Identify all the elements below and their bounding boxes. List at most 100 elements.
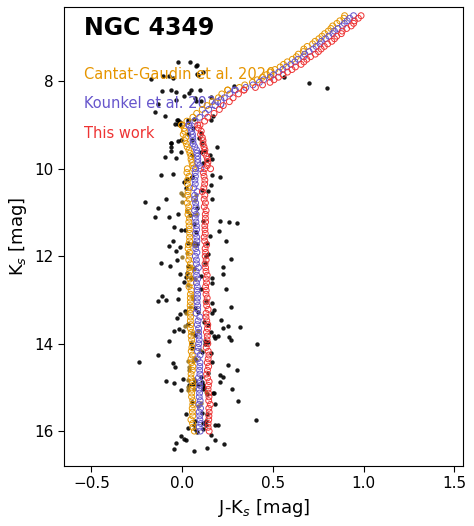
Point [193,204,201,212]
Point [169,237,177,245]
Point [303,42,311,50]
Point [252,83,259,92]
Point [184,383,192,391]
Point [316,39,324,48]
Point [208,274,216,282]
Point [193,320,201,329]
Point [209,279,216,288]
Point [344,17,351,25]
Point [203,301,210,310]
Point [173,116,181,124]
Point [255,78,263,87]
Point [181,124,188,133]
Point [205,427,213,436]
Point [196,412,203,420]
Point [194,70,202,79]
Point [275,68,283,76]
Point [192,218,200,226]
Point [219,323,227,332]
Point [184,206,192,215]
Point [192,221,200,230]
Point [179,191,186,199]
Point [202,421,210,429]
Point [192,267,200,276]
Point [202,275,210,283]
Point [185,282,193,291]
Point [197,404,204,412]
Point [192,203,200,211]
Point [162,153,169,161]
Point [196,121,204,129]
Point [300,53,308,61]
Point [184,357,192,365]
Point [190,238,198,247]
Point [199,378,206,386]
Point [202,298,210,306]
Point [292,53,300,61]
Point [190,264,198,272]
Point [185,380,192,389]
Point [202,267,210,276]
Point [183,180,191,188]
Point [210,109,218,117]
Point [242,83,250,92]
Point [186,275,193,283]
Point [200,184,208,192]
Point [189,239,196,248]
Point [198,409,206,417]
Point [163,377,170,385]
Point [189,329,196,337]
Point [205,105,212,114]
Point [259,80,266,89]
Point [191,355,199,363]
Point [197,97,204,106]
Point [288,65,296,74]
Text: Cantat-Gaudin et al. 2020: Cantat-Gaudin et al. 2020 [84,67,276,82]
Point [202,290,210,298]
Point [189,404,196,412]
Point [324,84,331,92]
Point [162,195,170,204]
Point [185,146,192,154]
Point [318,45,325,53]
Point [157,258,165,267]
Point [187,370,195,378]
Point [188,344,196,352]
Point [208,349,215,358]
Point [266,78,274,87]
Point [208,430,215,439]
Point [253,416,260,424]
Point [176,270,183,279]
Point [189,362,197,371]
Point [176,243,183,251]
Point [180,92,188,100]
Point [204,324,211,332]
Point [199,187,206,196]
Point [196,389,203,397]
Point [325,27,332,35]
Point [194,158,201,167]
Point [189,136,197,145]
Point [193,109,201,117]
Point [176,118,184,127]
Point [154,297,162,305]
Point [291,58,299,66]
Point [234,397,242,405]
Point [219,269,227,278]
Point [196,370,204,378]
Point [187,416,195,424]
Point [195,408,203,416]
Point [233,366,240,375]
Point [305,47,313,56]
Point [325,32,333,41]
Point [188,273,195,281]
Point [207,400,214,409]
Point [187,347,195,356]
Point [200,318,208,327]
Point [189,398,196,407]
Point [193,237,201,245]
Point [151,108,158,116]
Point [211,436,219,444]
Point [347,22,355,30]
Point [199,186,206,194]
